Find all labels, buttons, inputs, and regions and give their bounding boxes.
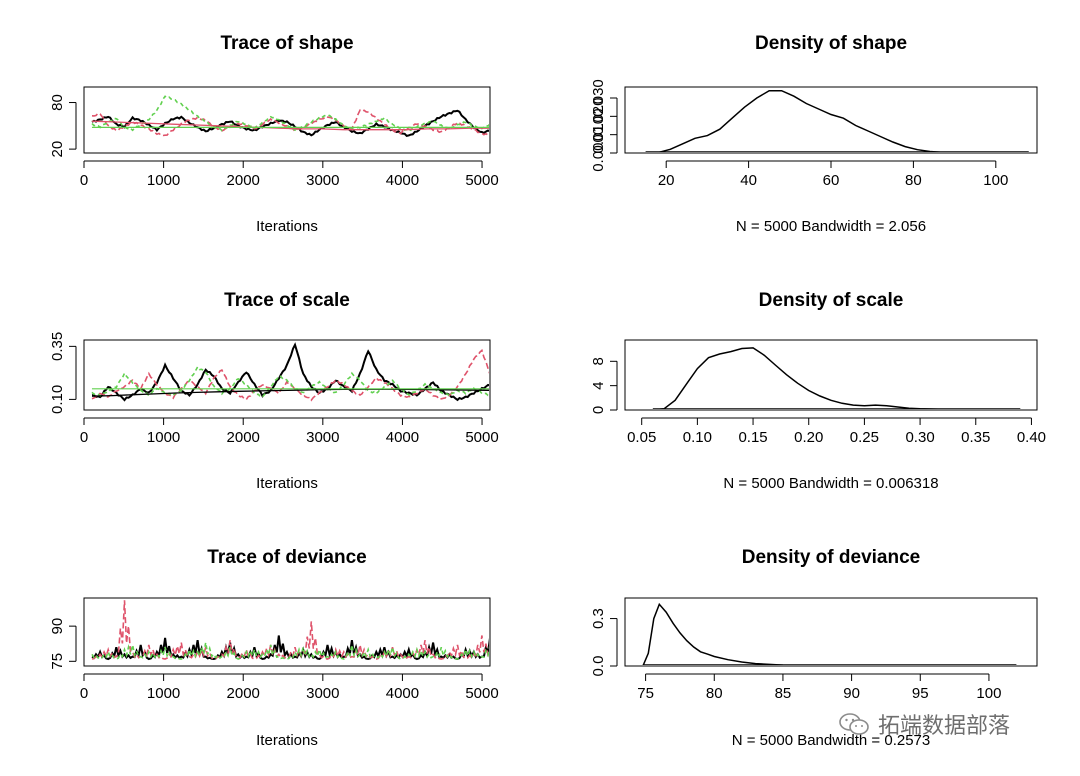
watermark: 拓端数据部落 (838, 706, 1010, 742)
y-tick-label: 4 (590, 381, 607, 389)
x-axis-label: Iterations (256, 218, 318, 235)
x-tick-label: 80 (706, 685, 723, 702)
x-tick-label: 60 (823, 172, 840, 189)
panel-title: Density of scale (759, 290, 904, 311)
plot-frame (624, 339, 1038, 411)
x-tick-label: 0.10 (683, 429, 712, 446)
panel-title: Trace of scale (224, 290, 350, 311)
x-tick-label: 0.20 (794, 429, 823, 446)
y-tick-label: 8 (590, 357, 607, 365)
density-curve (642, 602, 845, 665)
panel-title: Trace of shape (220, 33, 353, 54)
x-tick-label: 5000 (465, 172, 498, 189)
plot-area (652, 347, 1021, 409)
x-tick-label: 0.25 (850, 429, 879, 446)
y-tick-label: 0.030 (590, 79, 607, 117)
y-tick-label: 0.010 (590, 116, 607, 154)
panel-title: Trace of deviance (207, 547, 366, 568)
trace-smooth-line (91, 120, 489, 131)
y-tick-label: 0.3 (590, 608, 607, 629)
x-tick-label: 75 (637, 685, 654, 702)
plot-area (91, 342, 489, 402)
plot-frame (83, 597, 491, 667)
x-axis-label: N = 5000 Bandwidth = 0.2573 (732, 732, 931, 749)
panel-title: Density of deviance (742, 547, 920, 568)
trace-chain-2 (91, 348, 489, 402)
x-axis-label: N = 5000 Bandwidth = 2.056 (736, 218, 926, 235)
x-tick-label: 5000 (465, 685, 498, 702)
density-curve (653, 89, 954, 152)
plot-area (645, 89, 1029, 152)
x-tick-label: 2000 (227, 172, 260, 189)
watermark-text: 拓端数据部落 (878, 714, 1011, 739)
trace-chain-2 (91, 600, 489, 660)
y-tick-label: 90 (49, 618, 66, 635)
plot-frame (624, 86, 1038, 154)
x-tick-label: 2000 (227, 429, 260, 446)
trace-chain-3 (91, 642, 489, 660)
y-tick-label: 80 (49, 94, 66, 111)
plot-area (642, 602, 1017, 665)
plot-area (91, 95, 489, 138)
x-tick-label: 3000 (306, 685, 339, 702)
density-curve (655, 347, 971, 409)
x-tick-label: 2000 (227, 685, 260, 702)
trace-chain-3 (91, 95, 489, 132)
x-tick-label: 20 (658, 172, 675, 189)
x-tick-label: 0.40 (1017, 429, 1046, 446)
x-tick-label: 0 (80, 685, 88, 702)
x-tick-label: 85 (775, 685, 792, 702)
plot-area (91, 600, 489, 661)
panel-title: Density of shape (755, 33, 907, 54)
x-tick-label: 0 (80, 172, 88, 189)
x-tick-label: 0 (80, 429, 88, 446)
x-tick-label: 1000 (147, 685, 180, 702)
x-tick-label: 4000 (386, 172, 419, 189)
trace-smooth-line (91, 388, 489, 397)
x-tick-label: 0.35 (961, 429, 990, 446)
x-axis-label: N = 5000 Bandwidth = 0.006318 (723, 475, 938, 492)
x-tick-label: 4000 (386, 685, 419, 702)
trace-chain-3 (91, 365, 489, 398)
x-tick-label: 40 (740, 172, 757, 189)
plot-frame (83, 339, 491, 411)
x-axis-label: Iterations (256, 732, 318, 749)
y-tick-label: 0.020 (590, 98, 607, 136)
x-tick-label: 0.05 (627, 429, 656, 446)
y-tick-label: 0.0 (590, 656, 607, 677)
x-axis-label: Iterations (256, 475, 318, 492)
x-tick-label: 80 (905, 172, 922, 189)
x-tick-label: 90 (843, 685, 860, 702)
x-tick-label: 100 (983, 172, 1008, 189)
x-tick-label: 95 (912, 685, 929, 702)
wechat-icon (839, 713, 869, 735)
plot-frame (83, 86, 491, 154)
y-tick-label: 0.10 (49, 385, 66, 414)
x-tick-label: 0.15 (738, 429, 767, 446)
x-tick-label: 3000 (306, 172, 339, 189)
y-tick-label: 0.35 (49, 332, 66, 361)
x-tick-label: 5000 (465, 429, 498, 446)
x-tick-label: 4000 (386, 429, 419, 446)
y-tick-label: 0.000 (590, 134, 607, 172)
y-tick-label: 20 (49, 141, 66, 158)
x-tick-label: 100 (976, 685, 1001, 702)
y-tick-label: 75 (49, 653, 66, 670)
plot-frame (624, 597, 1038, 667)
y-tick-label: 0 (590, 406, 607, 414)
x-tick-label: 1000 (147, 429, 180, 446)
x-tick-label: 3000 (306, 429, 339, 446)
x-tick-label: 1000 (147, 172, 180, 189)
x-tick-label: 0.30 (905, 429, 934, 446)
